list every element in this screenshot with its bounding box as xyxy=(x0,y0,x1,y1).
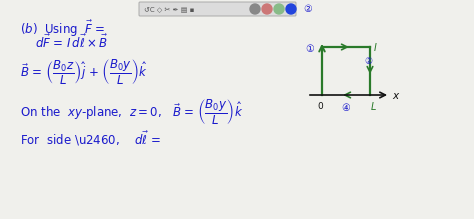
FancyBboxPatch shape xyxy=(139,2,296,16)
Text: On the  $xy$-plane,  $z=0$,   $\vec{B}$ = $\left(\dfrac{B_0 y}{L}\right)\hat{k}$: On the $xy$-plane, $z=0$, $\vec{B}$ = $\… xyxy=(20,98,244,127)
Text: ②: ② xyxy=(303,4,312,14)
Circle shape xyxy=(262,4,272,14)
Text: x: x xyxy=(392,91,398,101)
Text: $d\vec{F}$ = $I\,d\vec{\ell}\times\vec{B}$: $d\vec{F}$ = $I\,d\vec{\ell}\times\vec{B… xyxy=(35,34,108,51)
Circle shape xyxy=(286,4,296,14)
Text: $\vec{B}$ = $\left(\dfrac{B_0 z}{L}\right)\hat{j}$ + $\left(\dfrac{B_0 y}{L}\rig: $\vec{B}$ = $\left(\dfrac{B_0 z}{L}\righ… xyxy=(20,58,148,87)
Text: 0: 0 xyxy=(317,102,323,111)
Text: ↺C ◇ ✂ ✒ ▤ ▪: ↺C ◇ ✂ ✒ ▤ ▪ xyxy=(144,6,194,12)
Circle shape xyxy=(274,4,284,14)
Circle shape xyxy=(250,4,260,14)
Text: For  side \u2460,    $d\vec{\ell}$ =: For side \u2460, $d\vec{\ell}$ = xyxy=(20,130,161,148)
Text: L: L xyxy=(371,102,376,112)
Text: I: I xyxy=(374,43,377,53)
Text: ②: ② xyxy=(364,57,372,66)
Text: $(b)$  Using  $\vec{F}$ =: $(b)$ Using $\vec{F}$ = xyxy=(20,19,106,39)
Text: ①: ① xyxy=(305,44,314,54)
Text: ④: ④ xyxy=(342,103,350,113)
